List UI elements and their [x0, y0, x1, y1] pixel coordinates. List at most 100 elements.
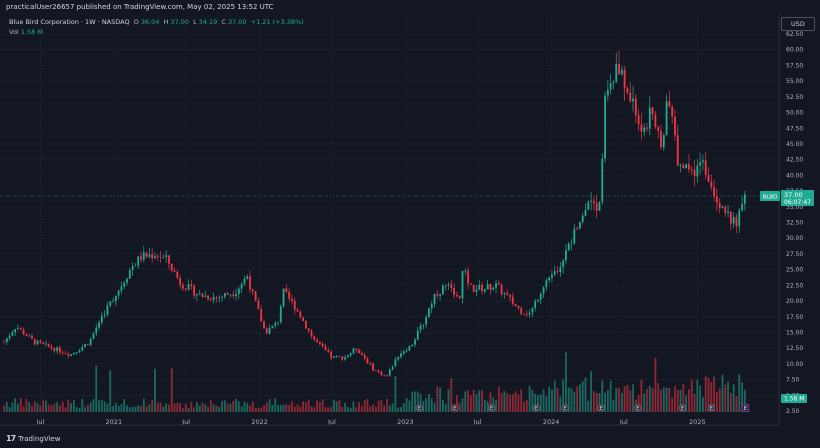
time-axis[interactable]: Jul 2021 Jul 2022 Jul 2023 Jul 2024 Jul 2025: [35, 418, 705, 426]
candle-body: [114, 295, 117, 302]
volume-bar: [327, 407, 330, 412]
candle-body: [486, 283, 489, 290]
volume-bar: [534, 393, 537, 412]
candle-body: [3, 341, 5, 343]
volume-bar: [671, 397, 674, 412]
candle-body: [738, 210, 741, 227]
volume-bar: [142, 398, 145, 412]
volume-bar: [193, 407, 196, 412]
volume-bar: [156, 402, 159, 412]
candle-body: [450, 284, 453, 288]
volume-bar: [344, 402, 346, 412]
volume-bar: [341, 406, 344, 412]
volume-bar: [106, 403, 109, 412]
volume-bar: [528, 386, 531, 412]
volume-bar: [408, 400, 411, 412]
candle-body: [386, 375, 388, 376]
price-tick-label: 10.00: [786, 361, 803, 368]
candle-body: [576, 228, 579, 230]
volume-bar: [182, 407, 184, 412]
currency-button[interactable]: USD: [781, 17, 815, 31]
legend-close-value: 37.00: [227, 18, 247, 26]
volume-bar: [472, 389, 475, 412]
candle-body: [416, 330, 419, 340]
candle-body: [184, 288, 187, 290]
candle-body: [332, 356, 335, 358]
candle-body: [257, 300, 260, 310]
candle-body: [84, 344, 86, 347]
volume-bar: [140, 405, 142, 412]
candle-body: [646, 127, 648, 129]
volume-bar: [299, 406, 302, 412]
candle-body: [251, 289, 254, 292]
volume-legend[interactable]: Vol 1.58 M: [9, 28, 43, 36]
volume-bar: [237, 401, 240, 412]
volume-bar: [386, 398, 388, 412]
candle-body: [419, 325, 422, 331]
time-tick-label: 2022: [251, 418, 268, 426]
candle-body: [218, 297, 221, 299]
candle-body: [405, 350, 408, 352]
candle-body: [509, 294, 511, 297]
volume-bar: [179, 403, 182, 412]
candle-body: [411, 344, 414, 347]
candle-body: [442, 285, 444, 295]
legend-symbol[interactable]: Blue Bird Corporation · 1W · NASDAQ: [9, 18, 130, 26]
volume-bar: [430, 398, 433, 412]
candle-body: [732, 217, 735, 224]
svg-text:1.58 M: 1.58 M: [784, 396, 804, 403]
volume-bar: [414, 391, 416, 412]
volume-bar: [321, 399, 324, 412]
candle-body: [22, 329, 25, 335]
symbol-legend[interactable]: Blue Bird Corporation · 1W · NASDAQ O 36.…: [9, 18, 306, 26]
earnings-icon: [678, 404, 687, 412]
volume-bar: [665, 387, 668, 412]
volume-bar: [112, 405, 114, 412]
candle-body: [433, 293, 436, 305]
candle-body: [56, 347, 59, 352]
volume-bar: [92, 399, 95, 412]
time-tick-label: 2024: [543, 418, 560, 426]
volume-bar: [151, 400, 154, 412]
volume-bar: [620, 392, 623, 412]
volume-bar: [291, 401, 293, 412]
candle-body: [374, 370, 377, 372]
candle-body: [321, 343, 324, 347]
candle-body: [285, 288, 288, 292]
tradingview-footer[interactable]: 17 TradingView: [6, 434, 60, 443]
volume-bar: [391, 403, 394, 412]
volume-bar: [84, 407, 86, 412]
volume-bar: [444, 404, 447, 412]
candle-body: [587, 201, 590, 210]
candle-body: [743, 194, 746, 204]
candle-body: [151, 254, 154, 259]
volume-bar: [28, 401, 31, 412]
price-tick-label: 17.50: [786, 314, 803, 321]
candle-body: [428, 308, 430, 318]
volume-bar: [436, 386, 439, 412]
volume-bar: [162, 406, 165, 412]
candle-body: [559, 267, 562, 272]
volume-bar: [537, 395, 539, 412]
volume-bar: [511, 394, 514, 412]
volume-bar: [567, 387, 570, 412]
volume-bar: [288, 405, 291, 412]
volume-bar: [713, 376, 716, 412]
candle-body: [223, 293, 226, 297]
volume-bar: [573, 391, 576, 412]
volume-bar: [492, 397, 495, 412]
volume-bar: [358, 402, 360, 412]
price-tag-value: 37.00: [784, 191, 803, 199]
price-axis[interactable]: 2.505.007.5010.0012.5015.0017.5020.0022.…: [786, 31, 803, 415]
candle-body: [190, 284, 193, 286]
volume-bar: [148, 404, 151, 412]
volume-bar: [629, 390, 632, 412]
volume-bar: [198, 405, 201, 412]
candle-body: [344, 357, 346, 360]
candlesticks: [3, 50, 746, 378]
volume-bar: [45, 400, 47, 412]
candle-body: [358, 349, 360, 354]
volume-bar: [285, 404, 288, 412]
